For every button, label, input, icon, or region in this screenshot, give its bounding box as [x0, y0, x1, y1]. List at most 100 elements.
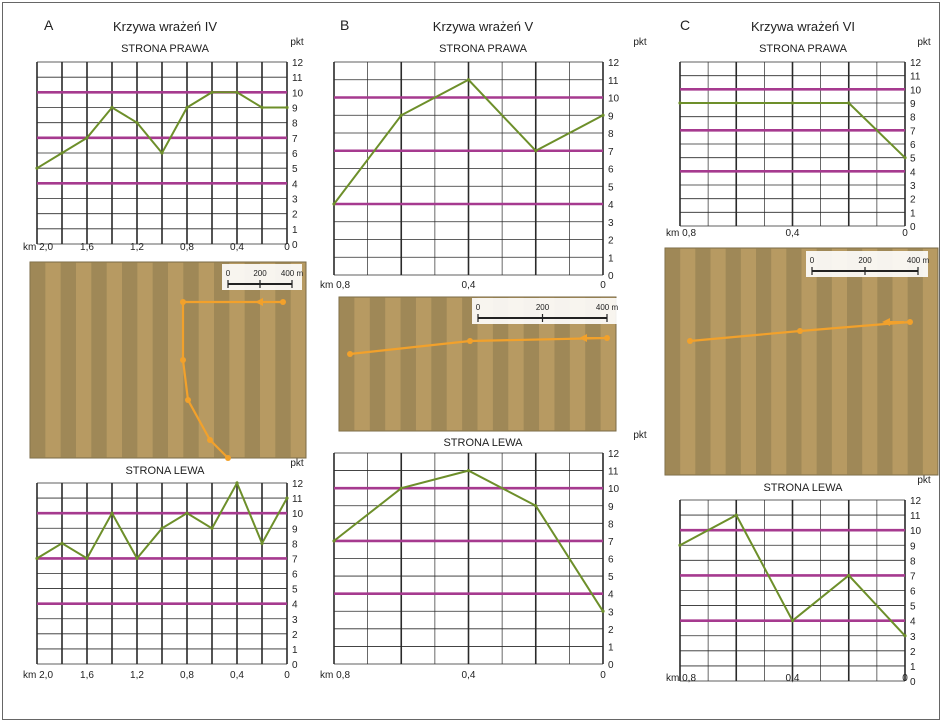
field-strip	[585, 297, 601, 431]
data-point	[85, 556, 89, 561]
y-tick-label: 10	[292, 509, 304, 520]
y-tick-label: 11	[910, 72, 921, 83]
y-tick-label: 5	[910, 602, 916, 613]
chart-subtitle: STRONA LEWA	[443, 437, 523, 449]
y-tick-label: 6	[292, 570, 298, 581]
y-tick-label: 5	[910, 154, 916, 165]
y-tick-label: 2	[292, 210, 298, 221]
aerial-photos-layer: 0 200 400 m 0 200 400 m 0 200 400 m	[29, 247, 939, 476]
chart-subtitle: STRONA LEWA	[125, 465, 205, 477]
y-tick-label: 10	[910, 526, 922, 537]
y-tick-label: 8	[910, 556, 916, 567]
x-tick-label: 1,2	[130, 242, 144, 253]
data-point	[210, 90, 214, 94]
data-point	[790, 619, 795, 623]
chart-subtitle: STRONA PRAWA	[439, 43, 527, 55]
data-point	[734, 513, 738, 517]
y-tick-label: 4	[608, 590, 614, 601]
direction-arrow-icon	[882, 318, 890, 326]
y-tick-label: 8	[608, 519, 614, 530]
data-point	[903, 634, 907, 638]
y-tick-label: 7	[292, 554, 298, 565]
panel-title-b: Krzywa wrażeń V	[433, 19, 534, 34]
panel-letter-a: A	[44, 17, 54, 33]
field-strip	[122, 262, 138, 458]
direction-arrow-icon	[579, 334, 587, 342]
y-tick-label: 4	[292, 600, 298, 611]
panel-letter-c: C	[680, 17, 690, 33]
y-tick-label: 2	[910, 195, 916, 206]
data-point	[399, 486, 403, 490]
y-tick-label: 10	[292, 88, 304, 99]
field-strip	[756, 248, 772, 475]
route-point	[687, 338, 693, 344]
y-tick-label: 7	[608, 537, 614, 548]
y-tick-label: 11	[292, 494, 303, 505]
y-tick-label: 8	[608, 129, 614, 140]
y-tick-label: 12	[608, 449, 620, 460]
route-point	[604, 335, 610, 341]
y-tick-label: 0	[910, 677, 916, 688]
field-strip	[30, 262, 46, 458]
y-tick-label: 5	[292, 164, 298, 175]
y-tick-label: 1	[292, 645, 298, 656]
x-tick-label: 0,8	[180, 242, 194, 253]
field-strip	[275, 262, 291, 458]
y-tick-label: 2	[608, 625, 614, 636]
y-axis-label: pkt	[633, 37, 647, 48]
y-tick-label: 12	[910, 58, 922, 69]
data-point	[185, 511, 189, 515]
x-tick-label: km 0,8	[320, 670, 350, 681]
y-tick-label: 6	[910, 587, 916, 598]
y-tick-label: 2	[292, 630, 298, 641]
chart-subtitle: STRONA LEWA	[763, 482, 843, 494]
field-strip	[462, 297, 478, 431]
y-tick-label: 3	[910, 181, 916, 192]
y-tick-label: 0	[910, 222, 916, 233]
direction-arrow-icon	[255, 298, 263, 306]
data-point	[601, 609, 605, 613]
y-tick-label: 12	[608, 58, 620, 69]
route-point	[225, 455, 231, 461]
y-tick-label: 2	[910, 647, 916, 658]
x-tick-label: 0,8	[180, 670, 194, 681]
field-strip	[523, 297, 540, 431]
y-tick-label: 7	[910, 571, 916, 582]
route-point	[467, 338, 473, 344]
y-axis-label: pkt	[917, 37, 931, 48]
data-point	[534, 504, 538, 508]
y-tick-label: 0	[292, 240, 298, 251]
scale-box	[806, 251, 928, 277]
y-tick-label: 3	[292, 615, 298, 626]
data-point	[110, 105, 114, 110]
route-point	[180, 299, 186, 305]
field-strip	[786, 248, 802, 475]
y-axis-label: pkt	[290, 37, 304, 48]
y-tick-label: 6	[910, 140, 916, 151]
panel-title-c: Krzywa wrażeń VI	[751, 19, 855, 34]
field-strip	[665, 248, 681, 475]
data-point	[332, 202, 336, 206]
y-tick-label: 6	[608, 555, 614, 566]
x-tick-label: 0,4	[786, 228, 800, 239]
field-strip	[554, 297, 570, 431]
x-tick-label: km 2,0	[23, 670, 53, 681]
x-tick-label: 0	[284, 242, 290, 253]
y-tick-label: 11	[292, 73, 303, 84]
x-tick-label: 0	[284, 670, 290, 681]
y-tick-label: 9	[292, 524, 298, 535]
y-tick-label: 9	[910, 541, 916, 552]
x-tick-label: 0	[600, 280, 606, 291]
x-tick-label: 0,4	[230, 670, 244, 681]
y-tick-label: 11	[910, 511, 921, 522]
y-tick-label: 10	[608, 94, 620, 105]
data-point	[678, 543, 682, 547]
aerial-photo-c: 0 200 400 m	[664, 247, 939, 476]
data-point	[135, 121, 139, 125]
scale-label: 0	[226, 269, 231, 278]
